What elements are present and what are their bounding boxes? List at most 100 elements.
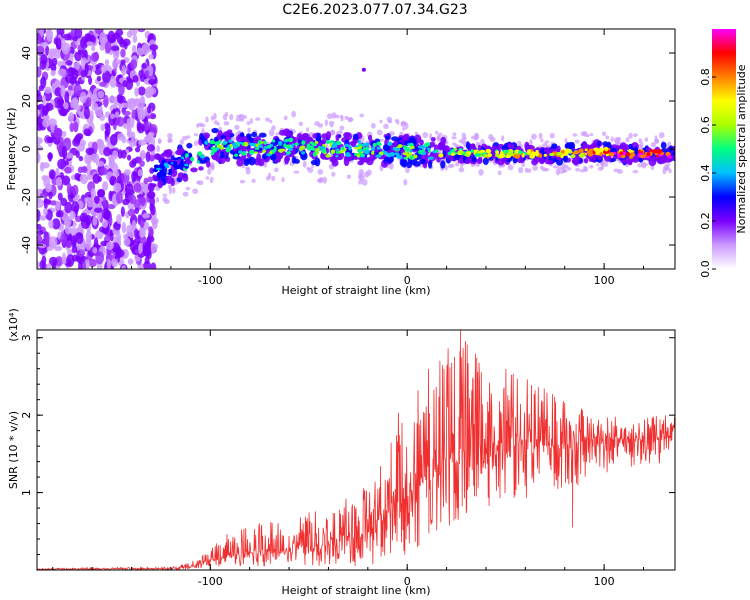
band-blob [344, 132, 352, 141]
track-blob [514, 154, 520, 159]
noise-blob [66, 249, 74, 257]
noise-blob [114, 111, 120, 119]
track-blob [249, 142, 255, 147]
track-blob [413, 154, 418, 159]
noise-blob [149, 154, 155, 162]
noise-blob [40, 162, 50, 169]
track-blob [263, 145, 268, 150]
halo-blob [306, 127, 310, 132]
band-blob [335, 134, 340, 141]
halo-blob [665, 163, 671, 167]
noise-blob [72, 36, 78, 42]
track-blob [622, 151, 627, 156]
track-blob [339, 149, 344, 154]
band-blob [177, 172, 185, 180]
band-blob [156, 153, 162, 161]
track-blob [311, 142, 318, 147]
track-blob [180, 158, 184, 164]
track-blob [564, 148, 571, 154]
band-blob [177, 147, 185, 155]
halo-blob [359, 113, 365, 118]
noise-blob [100, 64, 108, 74]
noise-blob [92, 216, 98, 226]
noise-blob [123, 41, 128, 50]
track-blob [435, 149, 440, 153]
noise-blob [143, 177, 149, 185]
band-blob [291, 156, 297, 164]
halo-blob [497, 170, 502, 176]
noise-blob [71, 184, 79, 196]
noise-blob [39, 260, 45, 269]
band-blob [658, 159, 664, 165]
halo-blob [451, 136, 457, 140]
track-blob [589, 148, 593, 152]
track-blob [218, 144, 225, 150]
noise-blob [88, 258, 97, 268]
track-blob [495, 150, 500, 155]
halo-blob [449, 163, 455, 168]
noise-blob [126, 30, 133, 38]
band-blob [190, 167, 198, 173]
band-blob [205, 160, 211, 168]
band-blob [668, 145, 674, 152]
noise-blob [131, 170, 137, 182]
band-blob [320, 138, 327, 144]
noise-blob [104, 211, 111, 221]
noise-blob [131, 109, 137, 119]
noise-blob [122, 123, 132, 129]
halo-blob [181, 135, 188, 141]
noise-blob [37, 109, 41, 117]
halo-blob [182, 191, 189, 197]
track-blob [646, 152, 651, 156]
halo-blob [324, 119, 328, 127]
track-blob [458, 150, 465, 154]
track-blob [299, 146, 303, 151]
heatmap-marks [37, 29, 675, 269]
track-blob [504, 149, 509, 154]
halo-blob [298, 121, 304, 126]
noise-blob [37, 150, 40, 163]
halo-blob [229, 113, 234, 121]
noise-blob [91, 102, 99, 111]
halo-blob [383, 123, 389, 130]
noise-blob [128, 139, 137, 147]
noise-blob [55, 210, 62, 218]
noise-blob [81, 48, 87, 61]
noise-blob [72, 239, 77, 248]
noise-blob [43, 198, 52, 205]
noise-blob [120, 206, 125, 217]
halo-blob [600, 165, 604, 170]
snr-frame [36, 329, 676, 571]
halo-blob [358, 168, 365, 176]
halo-blob [283, 115, 288, 121]
noise-blob [69, 122, 75, 133]
track-blob [319, 146, 326, 150]
halo-blob [162, 193, 168, 197]
track-blob [405, 148, 410, 152]
track-blob [291, 143, 295, 148]
halo-blob [475, 163, 480, 167]
halo-blob [344, 115, 349, 120]
halo-blob [306, 166, 310, 171]
noise-blob [55, 37, 62, 50]
halo-blob [633, 133, 638, 138]
track-blob [480, 149, 486, 153]
noise-blob [72, 97, 79, 108]
noise-blob [123, 169, 131, 176]
band-blob [232, 155, 241, 160]
track-blob [428, 156, 434, 160]
noise-blob [48, 236, 58, 249]
halo-blob [247, 127, 251, 133]
noise-blob [122, 80, 128, 88]
band-blob [211, 127, 219, 134]
noise-blob [80, 36, 89, 49]
noise-blob [131, 158, 137, 166]
track-blob [285, 144, 292, 149]
track-blob [533, 153, 539, 156]
track-blob [584, 148, 588, 152]
halo-blob [328, 120, 335, 126]
noise-blob [37, 93, 43, 103]
track-blob [159, 173, 166, 177]
noise-blob [51, 218, 61, 230]
noise-blob [42, 208, 48, 216]
